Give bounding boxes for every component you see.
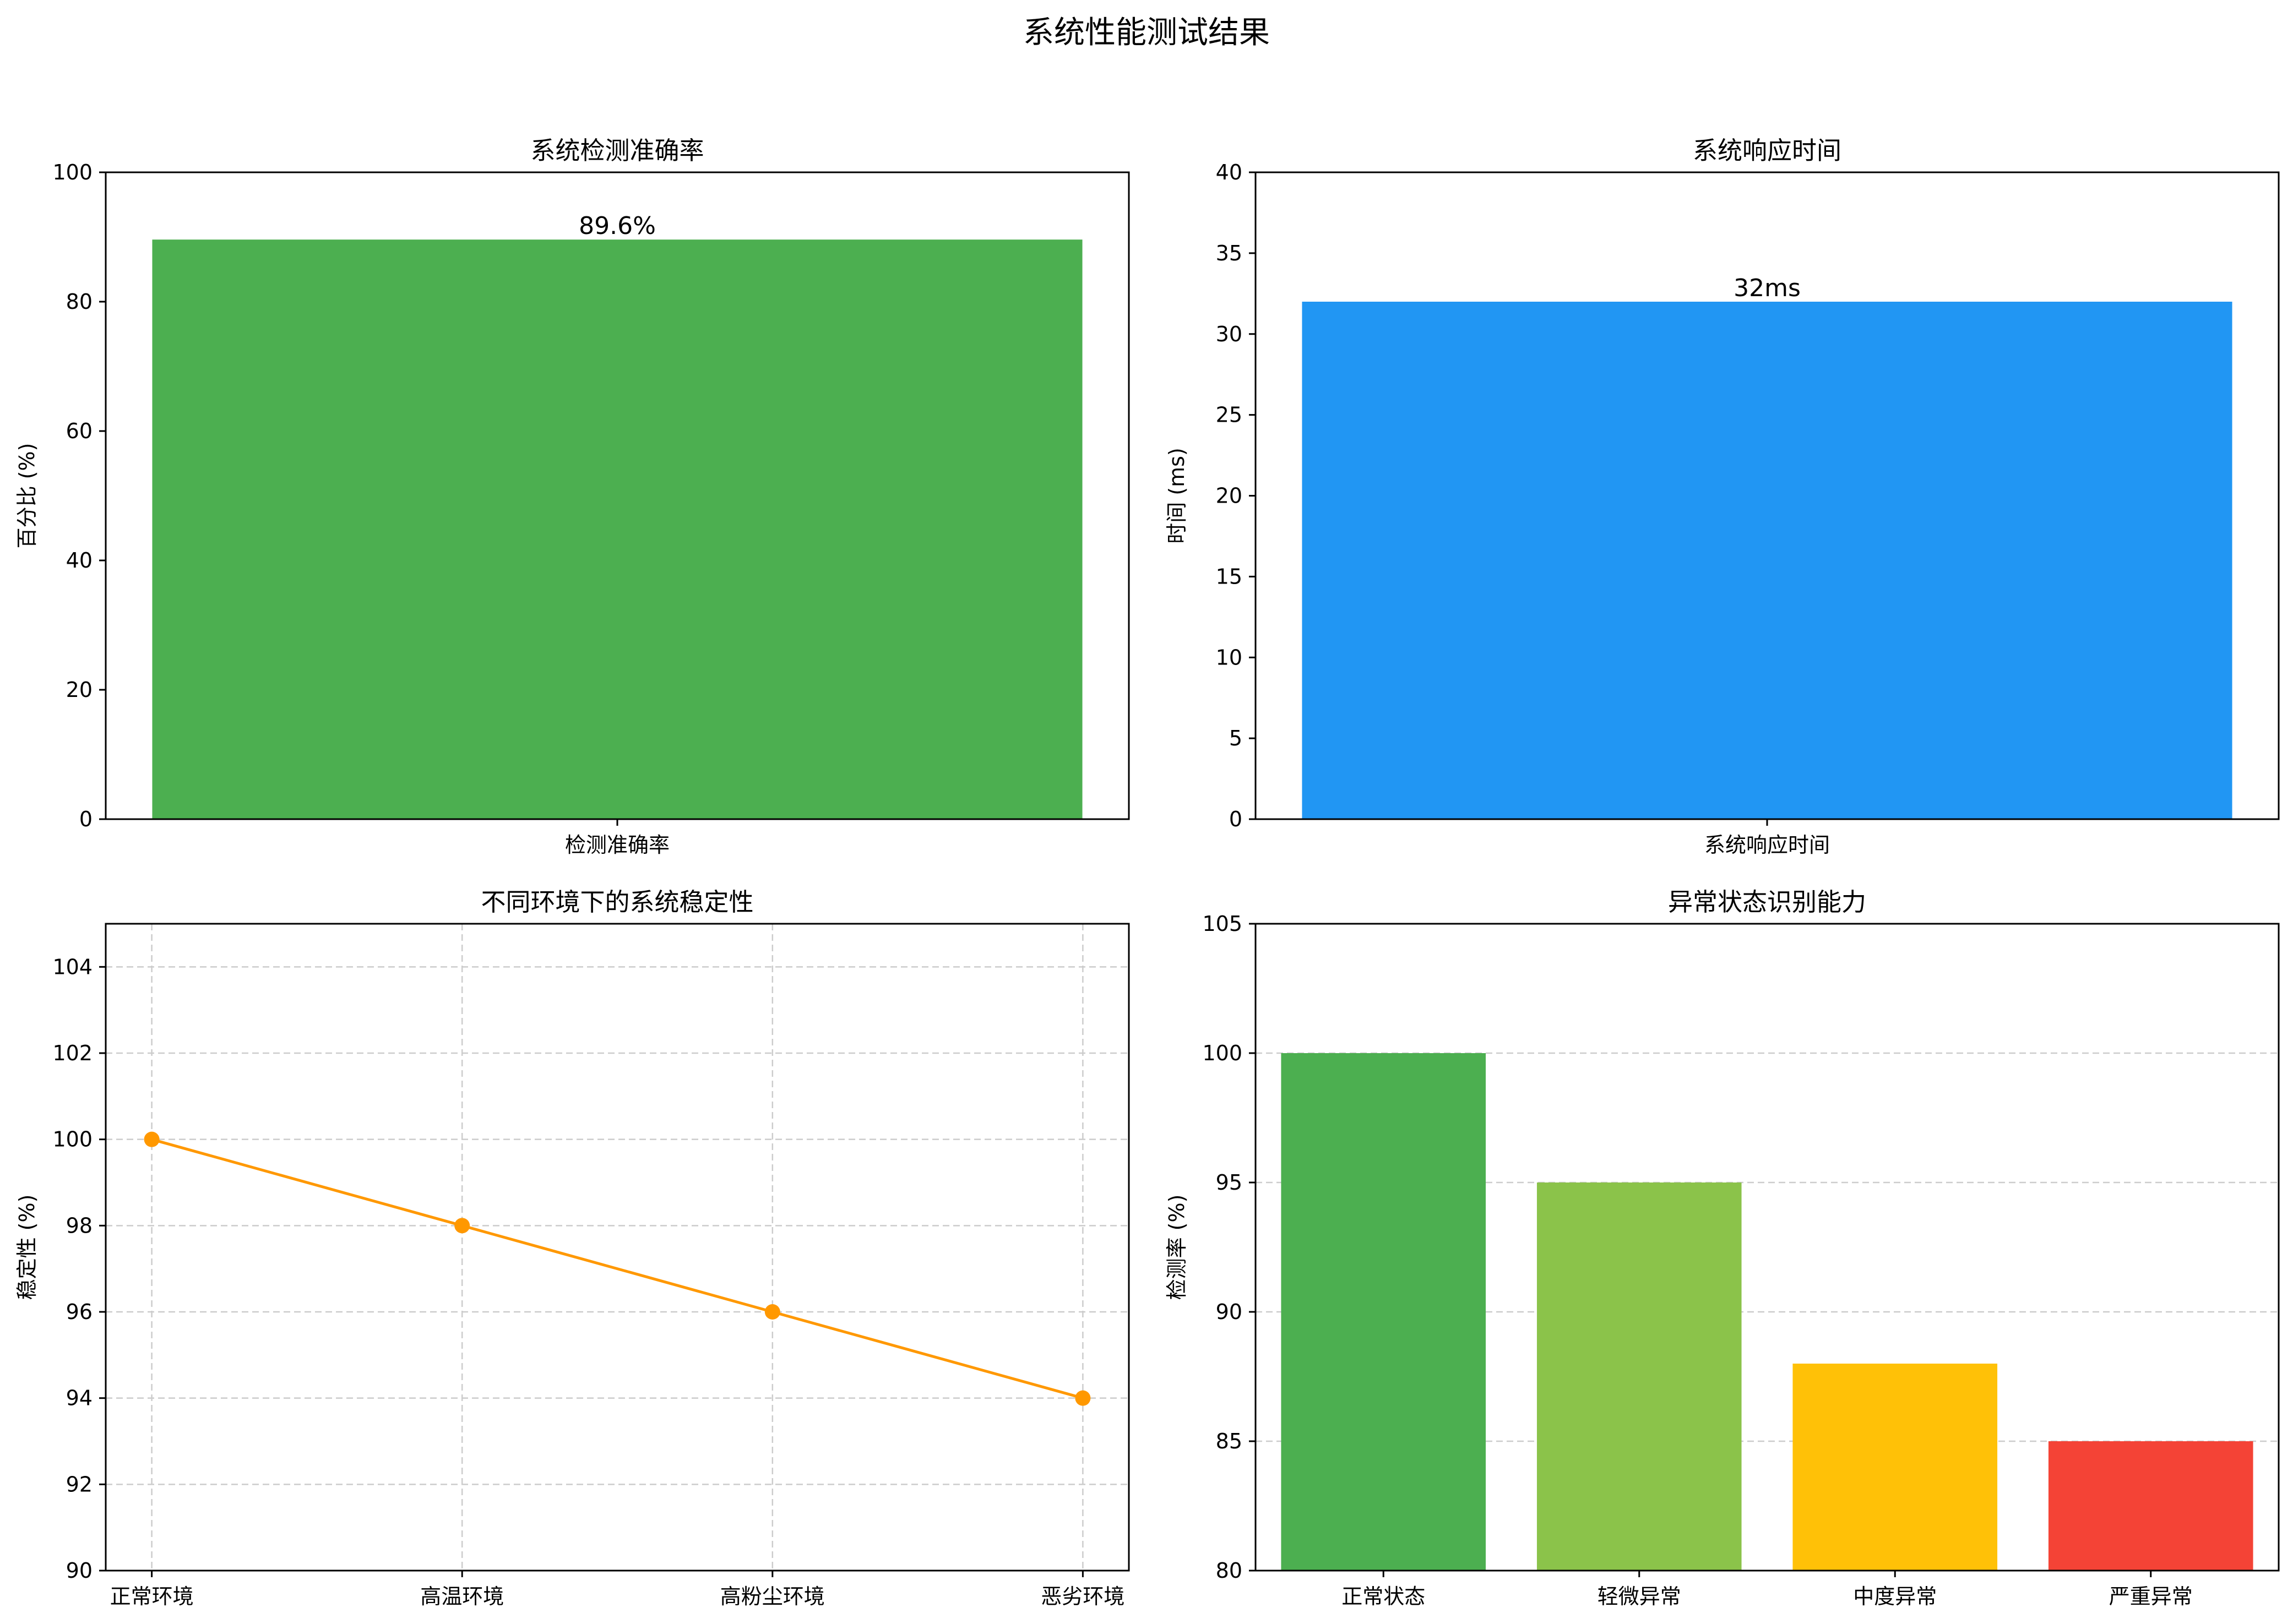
- y-tick-label: 92: [66, 1472, 93, 1496]
- y-tick-label: 90: [66, 1558, 93, 1583]
- y-tick-label: 0: [1229, 807, 1242, 831]
- y-axis-label: 检测率 (%): [1165, 1195, 1189, 1300]
- anomaly-detection-chart: 异常状态识别能力 80 85 90 95 100 105 正常状态 轻微异常 中度异常 严重异常 检测…: [1165, 887, 2280, 1609]
- y-tick-label: 102: [52, 1041, 93, 1065]
- y-tick-label: 96: [66, 1300, 93, 1324]
- y-tick-label: 10: [1216, 645, 1242, 669]
- x-tick-label: 轻微异常: [1598, 1584, 1681, 1609]
- bar: [2048, 1441, 2253, 1571]
- data-point: [144, 1131, 160, 1147]
- bar: [1302, 302, 2232, 819]
- stability-chart: 不同环境下的系统稳定性 90 92 94 96 98 100 102 104 正常环境 高温环境 高粉…: [15, 887, 1130, 1609]
- y-tick-label: 80: [66, 290, 93, 314]
- x-tick-label: 检测准确率: [565, 833, 670, 857]
- panel-title: 系统检测准确率: [530, 136, 704, 165]
- y-tick-label: 40: [66, 548, 93, 573]
- data-label: 32ms: [1734, 274, 1801, 302]
- y-tick-label: 100: [52, 1127, 93, 1152]
- y-tick-label: 98: [66, 1213, 93, 1238]
- data-point: [1075, 1390, 1091, 1406]
- y-tick-label: 5: [1229, 726, 1242, 750]
- panel-title: 系统响应时间: [1693, 136, 1841, 165]
- bar: [152, 239, 1083, 820]
- x-tick-label: 正常状态: [1341, 1584, 1425, 1609]
- y-tick-label: 90: [1216, 1300, 1242, 1324]
- y-tick-label: 20: [66, 678, 93, 702]
- data-label: 89.6%: [579, 212, 656, 240]
- plot-frame: [1254, 923, 2280, 1572]
- x-tick-label: 严重异常: [2109, 1584, 2193, 1609]
- y-tick-label: 25: [1216, 403, 1242, 427]
- x-tick-label: 正常环境: [110, 1584, 194, 1609]
- x-tick-label: 高温环境: [420, 1584, 504, 1609]
- y-axis-label: 时间 (ms): [1165, 448, 1189, 544]
- y-tick-label: 40: [1216, 160, 1242, 184]
- y-tick-label: 35: [1216, 241, 1242, 265]
- y-tick-label: 0: [79, 807, 93, 831]
- accuracy-chart: 系统检测准确率 89.6% 0 20 40 60 80 100 检测准确率 百分比 (%): [15, 136, 1130, 857]
- panel-title: 不同环境下的系统稳定性: [481, 887, 753, 917]
- x-tick-label: 中度异常: [1853, 1584, 1937, 1609]
- y-tick-label: 100: [52, 160, 93, 184]
- bar: [1536, 1182, 1742, 1571]
- data-point: [764, 1304, 780, 1320]
- data-point: [454, 1218, 470, 1234]
- y-axis-label: 百分比 (%): [15, 443, 39, 549]
- x-tick-label: 高粉尘环境: [720, 1584, 825, 1609]
- y-tick-label: 104: [52, 955, 93, 979]
- y-tick-label: 20: [1216, 484, 1242, 508]
- y-tick-label: 105: [1202, 912, 1242, 936]
- y-tick-label: 30: [1216, 322, 1242, 346]
- y-tick-label: 85: [1216, 1429, 1242, 1453]
- y-tick-label: 15: [1216, 564, 1242, 588]
- y-tick-label: 100: [1202, 1041, 1242, 1065]
- x-tick-label: 系统响应时间: [1704, 833, 1830, 857]
- y-tick-label: 80: [1216, 1558, 1242, 1583]
- y-tick-label: 95: [1216, 1170, 1242, 1195]
- bar: [1281, 1053, 1486, 1571]
- panel-title: 异常状态识别能力: [1668, 887, 1866, 917]
- plot-frame: [105, 923, 1130, 1572]
- x-tick-label: 恶劣环境: [1041, 1584, 1124, 1609]
- series-line: [151, 1138, 1084, 1400]
- figure-title: 系统性能测试结果: [1023, 15, 1270, 51]
- bar: [1792, 1364, 1998, 1571]
- y-axis-label: 稳定性 (%): [15, 1195, 39, 1300]
- y-tick-label: 94: [66, 1386, 93, 1410]
- y-tick-label: 60: [66, 419, 93, 443]
